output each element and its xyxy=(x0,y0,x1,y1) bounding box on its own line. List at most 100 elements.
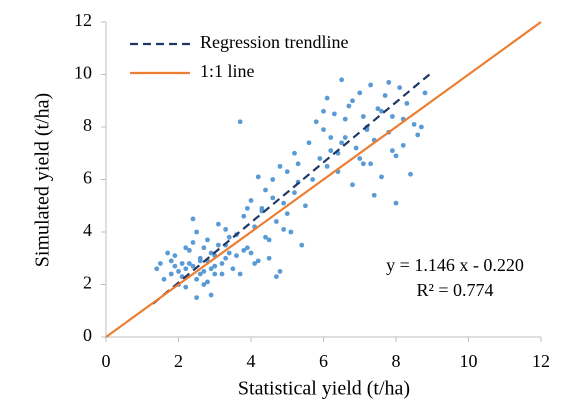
point xyxy=(281,226,287,232)
point xyxy=(306,140,312,146)
point xyxy=(375,106,381,112)
point xyxy=(317,156,323,161)
point xyxy=(328,148,334,154)
point xyxy=(190,263,196,269)
point xyxy=(165,250,171,256)
point xyxy=(328,135,334,140)
point xyxy=(368,82,374,88)
point xyxy=(292,150,297,156)
point xyxy=(194,276,200,282)
point xyxy=(342,135,348,140)
point xyxy=(212,263,218,269)
point xyxy=(223,255,229,261)
point xyxy=(168,271,174,277)
point xyxy=(252,261,258,266)
x-tick-label: 4 xyxy=(247,351,256,371)
point xyxy=(234,253,239,259)
point xyxy=(350,98,355,104)
point xyxy=(183,245,189,251)
r-squared: R² = 0.774 xyxy=(416,280,493,300)
point xyxy=(208,250,214,256)
point xyxy=(219,261,225,266)
x-tick-label: 8 xyxy=(392,351,401,371)
x-tick-label: 12 xyxy=(532,351,550,371)
point xyxy=(357,90,363,96)
point xyxy=(197,258,203,264)
legend-label: Regression trendline xyxy=(200,32,348,52)
point xyxy=(408,171,413,177)
y-tick-label: 6 xyxy=(83,168,92,188)
point xyxy=(266,255,272,261)
point xyxy=(321,127,326,133)
point xyxy=(277,163,283,169)
point xyxy=(201,282,207,287)
point xyxy=(208,266,214,272)
point xyxy=(259,205,265,211)
point xyxy=(353,145,359,151)
line xyxy=(105,21,542,338)
point xyxy=(302,203,308,209)
point xyxy=(183,284,189,290)
point xyxy=(299,242,305,248)
point xyxy=(197,271,203,277)
legend-label: 1:1 line xyxy=(200,61,255,81)
point xyxy=(350,182,355,188)
point xyxy=(205,237,210,243)
point xyxy=(237,271,243,277)
point xyxy=(360,161,366,167)
point xyxy=(281,200,287,206)
point xyxy=(179,261,185,266)
point xyxy=(263,187,268,193)
point xyxy=(324,163,330,169)
point xyxy=(186,247,192,253)
point xyxy=(295,161,301,167)
point xyxy=(244,245,250,251)
point xyxy=(382,93,388,98)
point xyxy=(241,247,247,253)
y-tick-label: 8 xyxy=(83,115,92,135)
point xyxy=(393,153,399,159)
point xyxy=(400,142,406,148)
point xyxy=(186,261,192,266)
point xyxy=(172,263,178,269)
point xyxy=(248,198,254,203)
y-tick-label: 2 xyxy=(83,273,92,293)
y-tick-label: 12 xyxy=(74,10,92,30)
x-tick-label: 6 xyxy=(319,351,328,371)
point xyxy=(205,279,210,285)
point xyxy=(208,292,214,298)
y-tick-label: 10 xyxy=(74,63,92,83)
point xyxy=(194,295,200,301)
point xyxy=(157,261,163,266)
point xyxy=(201,245,207,251)
point xyxy=(389,114,395,119)
point xyxy=(415,132,421,138)
point xyxy=(310,177,316,182)
point xyxy=(321,108,326,114)
point xyxy=(273,219,279,224)
point xyxy=(379,174,384,180)
point xyxy=(194,229,200,235)
point xyxy=(230,266,236,272)
point xyxy=(284,211,290,217)
point xyxy=(313,119,319,125)
y-tick-label: 4 xyxy=(83,220,92,240)
point xyxy=(371,192,377,198)
point xyxy=(339,77,345,83)
point xyxy=(270,177,276,182)
point xyxy=(223,226,229,232)
point xyxy=(263,234,268,240)
point xyxy=(237,119,243,125)
point xyxy=(288,229,294,235)
point xyxy=(212,271,218,277)
point xyxy=(219,271,225,277)
equation: y = 1.146 x - 0.220 xyxy=(386,255,524,275)
point xyxy=(226,234,232,240)
point xyxy=(255,258,261,264)
point xyxy=(379,108,384,114)
point xyxy=(368,161,374,167)
point xyxy=(226,250,232,256)
point xyxy=(266,237,272,243)
y-axis-label: Simulated yield (t/ha) xyxy=(32,93,54,267)
point xyxy=(190,240,196,245)
